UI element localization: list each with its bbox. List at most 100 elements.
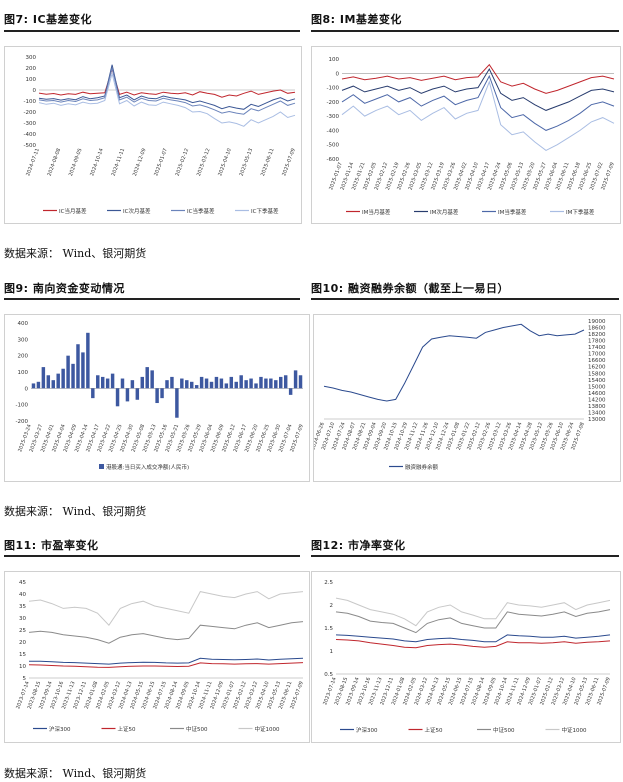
x-tick-label: 2024-08-08 (47, 148, 63, 177)
y-tick-label: -600 (327, 157, 340, 163)
y-tick-label: -200 (24, 110, 37, 116)
bar (155, 388, 159, 404)
bar (244, 380, 248, 389)
bar (219, 378, 224, 389)
y-tick-label: 5 (23, 676, 27, 682)
fig11-rule (4, 555, 300, 557)
x-tick-label: 2024-12-09 (132, 148, 148, 177)
bar (66, 355, 70, 389)
bar (234, 381, 238, 389)
legend-label: IC次月基差 (123, 207, 151, 215)
series-line (38, 67, 296, 115)
x-tick-label: 2025-01-07 (153, 148, 169, 177)
legend-label: 中证1000 (255, 725, 280, 733)
y-tick-label: 19000 (588, 319, 606, 325)
bar (71, 363, 75, 389)
bar (120, 378, 125, 389)
x-tick-label: 2025-02-12 (175, 148, 191, 177)
y-tick-label: 13800 (588, 404, 606, 410)
series-line (341, 67, 615, 111)
bar (165, 380, 169, 389)
y-tick-label: 100 (18, 370, 29, 376)
x-tick-label: 2024-06-26 (314, 422, 326, 451)
bar (41, 367, 46, 389)
bar (175, 388, 179, 418)
y-tick-label: 0.5 (324, 672, 333, 678)
y-tick-label: 17400 (588, 345, 606, 351)
bar (145, 367, 149, 389)
y-tick-label: 1.5 (324, 626, 333, 632)
bar (283, 375, 288, 389)
fig8-rule (311, 30, 619, 32)
bar (254, 383, 258, 389)
bar (214, 376, 219, 389)
series-line (28, 621, 304, 644)
bar (259, 376, 263, 389)
y-tick-label: 200 (26, 66, 37, 72)
y-tick-label: 30 (19, 616, 26, 622)
legend-label: IM下季基差 (566, 208, 595, 216)
series-line (38, 64, 296, 110)
bar (239, 375, 243, 389)
y-tick-label: -400 (24, 132, 37, 138)
bar (298, 375, 303, 389)
x-tick-label: 2024-07-11 (25, 148, 41, 177)
y-tick-label: 400 (18, 321, 29, 327)
y-tick-label: 100 (26, 77, 37, 83)
y-tick-label: 300 (18, 337, 29, 343)
series-line (28, 591, 304, 626)
series-line (341, 63, 615, 94)
bar (150, 370, 154, 389)
bar (125, 388, 130, 402)
footnote-marker: . (90, 20, 92, 26)
bar (229, 376, 234, 389)
fig9-rule (4, 298, 300, 300)
series-line (341, 80, 615, 151)
bar (81, 352, 85, 389)
y-tick-label: -500 (327, 143, 340, 149)
fig9-chart: 4003002001000-100-2002025-03-242025-03-2… (16, 321, 305, 471)
bar (194, 385, 199, 389)
bar (269, 378, 273, 389)
legend-label: IC下季基差 (251, 207, 279, 215)
series-line (38, 73, 296, 127)
fig7-panel: 300 200 100 0 -100 -200 -300 -400 -500 2024-07-11… (4, 46, 302, 224)
x-tick-label: 2025-07-09 (281, 148, 297, 177)
x-tick-label: 2025-04-10 (217, 148, 233, 177)
fig12-panel: 2.5 2 1.5 1 0.5 2023-07-14 2023-08-15 2023-09-1… (311, 571, 621, 743)
legend-label: 上证50 (425, 726, 443, 734)
x-tick-label: 2024-10-14 (89, 148, 105, 177)
fig10-chart: 1900018600182001780017400170001660016200… (314, 319, 606, 471)
y-tick-label: -500 (24, 143, 37, 149)
bar (180, 378, 184, 389)
y-tick-label: 0 (336, 71, 340, 77)
bar (56, 373, 60, 389)
bar (185, 380, 189, 389)
legend-label: 港股通:当日买入成交净额(人民币) (106, 463, 189, 471)
series-line (323, 323, 585, 402)
bar (100, 376, 105, 389)
legend-label: 融资融券余额 (405, 463, 439, 471)
y-tick-label: 14600 (588, 391, 606, 397)
y-tick-label: 45 (19, 580, 26, 586)
fig11-panel: 45 40 35 30 25 20 15 10 5 2023-07-14 2023-08-15 202… (4, 571, 310, 743)
series-line (341, 74, 615, 131)
y-tick-label: 40 (19, 592, 26, 598)
y-tick-label: 2.5 (324, 580, 333, 586)
y-tick-label: -200 (327, 100, 340, 106)
y-tick-label: 20 (19, 640, 26, 646)
bar (91, 388, 95, 399)
bar (76, 344, 80, 389)
fig7-rule (4, 30, 300, 32)
bar (279, 376, 283, 389)
fig10-rule (311, 298, 619, 300)
y-tick-label: 25 (19, 628, 26, 634)
fig8-panel: 100 0 -100 -200 -300 -400 -500 -600 2025-01-07 20… (311, 46, 621, 224)
y-tick-label: 14200 (588, 397, 606, 403)
x-tick-label: 2025-05-13 (239, 148, 255, 177)
series-line (335, 634, 611, 643)
bar (46, 375, 51, 389)
bar (224, 383, 229, 389)
y-tick-label: -300 (327, 114, 340, 120)
bar (51, 380, 55, 389)
